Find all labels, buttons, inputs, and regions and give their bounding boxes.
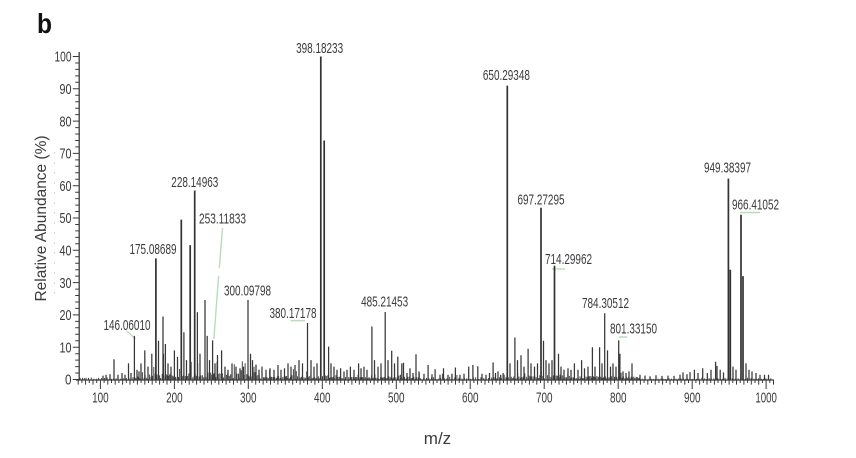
svg-text:380.17178: 380.17178 <box>270 305 317 322</box>
svg-text:784.30512: 784.30512 <box>582 295 629 312</box>
svg-text:40: 40 <box>60 243 72 260</box>
svg-text:714.29962: 714.29962 <box>545 251 592 268</box>
svg-text:485.21453: 485.21453 <box>361 294 408 311</box>
svg-text:700: 700 <box>536 390 553 407</box>
svg-text:60: 60 <box>60 178 72 195</box>
svg-text:697.27295: 697.27295 <box>518 192 565 209</box>
svg-text:50: 50 <box>60 210 72 227</box>
svg-text:800: 800 <box>610 390 627 407</box>
svg-text:80: 80 <box>60 113 72 130</box>
svg-text:900: 900 <box>684 390 701 407</box>
svg-text:300.09798: 300.09798 <box>224 283 271 300</box>
svg-text:0: 0 <box>65 372 72 389</box>
svg-text:949.38397: 949.38397 <box>704 160 751 177</box>
svg-text:m/z: m/z <box>424 429 451 448</box>
svg-text:30: 30 <box>60 275 72 292</box>
svg-text:20: 20 <box>60 307 72 324</box>
svg-text:500: 500 <box>388 390 405 407</box>
svg-text:398.18233: 398.18233 <box>296 40 343 57</box>
svg-text:146.06010: 146.06010 <box>104 317 151 334</box>
svg-text:10: 10 <box>60 339 72 356</box>
svg-text:801.33150: 801.33150 <box>610 321 657 338</box>
svg-text:70: 70 <box>60 146 72 163</box>
svg-text:175.08689: 175.08689 <box>130 241 177 258</box>
svg-text:400: 400 <box>314 390 331 407</box>
svg-text:253.11833: 253.11833 <box>199 210 246 227</box>
svg-text:228.14963: 228.14963 <box>171 174 218 191</box>
svg-text:300: 300 <box>240 390 257 407</box>
svg-text:200: 200 <box>166 390 183 407</box>
svg-text:100: 100 <box>92 390 109 407</box>
svg-text:90: 90 <box>60 81 72 98</box>
svg-text:1000: 1000 <box>755 390 777 407</box>
svg-text:650.29348: 650.29348 <box>483 67 530 84</box>
svg-text:100: 100 <box>55 49 72 66</box>
svg-text:600: 600 <box>462 390 479 407</box>
svg-text:b: b <box>37 8 52 39</box>
svg-text:966.41052: 966.41052 <box>732 197 779 214</box>
svg-text:Relative Abundance (%): Relative Abundance (%) <box>33 136 50 302</box>
